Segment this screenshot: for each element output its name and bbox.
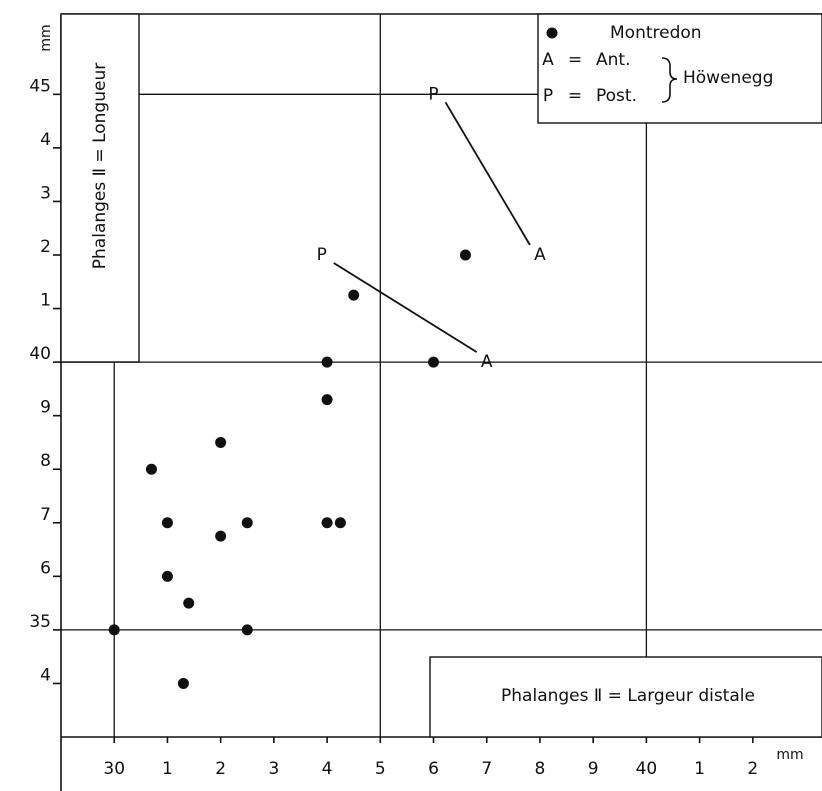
y-tick-label: 3	[40, 183, 51, 203]
legend-box	[537, 13, 822, 124]
y-tick-label: 1	[40, 291, 51, 311]
point	[215, 530, 227, 542]
connector	[444, 101, 531, 246]
point	[428, 356, 440, 368]
point	[459, 249, 471, 261]
y-tick-label: 9	[40, 398, 51, 418]
legend-marker: A	[542, 50, 554, 70]
point	[161, 517, 173, 529]
point	[161, 570, 173, 582]
x-tick-label: 8	[535, 759, 546, 779]
legend-marker: P	[543, 86, 553, 106]
point	[321, 356, 333, 368]
point	[177, 677, 189, 689]
point	[241, 517, 253, 529]
y-tick-label: 7	[40, 505, 51, 525]
legend-label: Post.	[596, 86, 637, 106]
point	[348, 289, 360, 301]
x-tick-label: 40	[636, 759, 658, 779]
point	[241, 624, 253, 636]
x-tick-label: 4	[322, 759, 333, 779]
x-tick-label: 2	[747, 759, 758, 779]
x-tick-label: 3	[268, 759, 279, 779]
x-unit: mm	[776, 747, 803, 763]
y-tick-label: 8	[40, 451, 51, 471]
y-tick-label: 4	[40, 665, 51, 685]
y-tick-label: 40	[29, 344, 51, 364]
y-tick-label: 4	[40, 130, 51, 150]
point	[334, 517, 346, 529]
letter-point: P	[317, 245, 327, 265]
letter-point: A	[534, 245, 546, 265]
y-tick-label: 6	[40, 558, 51, 578]
letter-point: P	[428, 84, 438, 104]
legend-separator: =	[568, 50, 582, 70]
point	[108, 624, 120, 636]
legend-group: Höwenegg	[683, 68, 773, 88]
x-tick-label: 7	[481, 759, 492, 779]
x-label: Phalanges Ⅱ = Largeur distale	[501, 686, 755, 706]
point	[321, 394, 333, 406]
legend-marker	[546, 27, 558, 39]
x-tick-label: 9	[588, 759, 599, 779]
x-tick-label: 1	[694, 759, 705, 779]
point	[145, 463, 157, 475]
x-tick-label: 2	[215, 759, 226, 779]
legend-brace	[661, 57, 678, 103]
x-label-box	[429, 656, 822, 738]
legend-label: Montredon	[610, 23, 702, 43]
y-tick-label: 45	[29, 76, 51, 96]
letter-point: A	[481, 352, 493, 372]
x-tick-label: 5	[375, 759, 386, 779]
y-label-box	[60, 13, 140, 363]
x-tick-label: 6	[428, 759, 439, 779]
x-tick-label: 1	[162, 759, 173, 779]
legend-separator: =	[568, 86, 582, 106]
y-tick-label: 2	[40, 237, 51, 257]
point	[183, 597, 195, 609]
x-tick-label: 30	[103, 759, 125, 779]
legend-label: Ant.	[596, 50, 630, 70]
y-unit: mm	[38, 24, 54, 51]
point	[215, 436, 227, 448]
connector	[333, 262, 478, 353]
point	[321, 517, 333, 529]
y-tick-label: 35	[29, 612, 51, 632]
y-label: Phalanges Ⅱ = Longueur	[90, 63, 110, 269]
